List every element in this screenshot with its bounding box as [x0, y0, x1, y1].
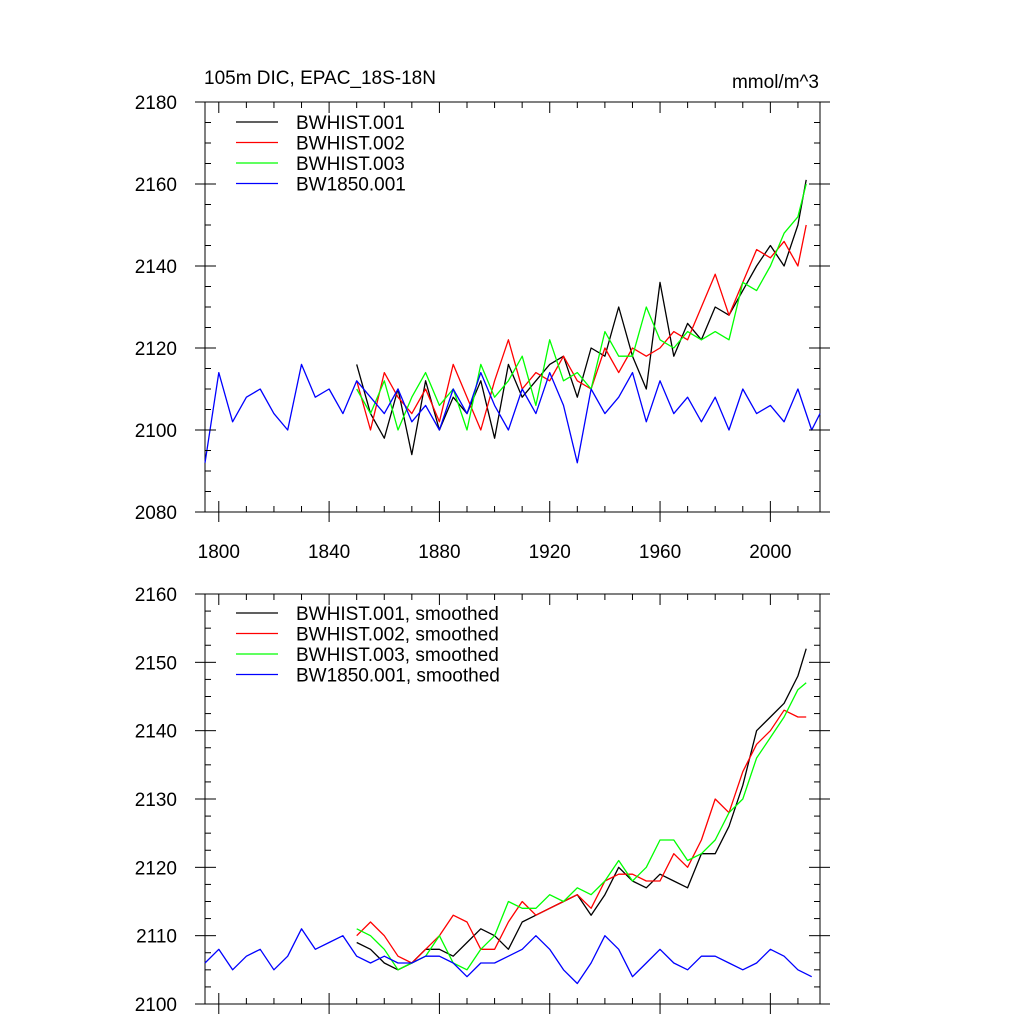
series-line-bwhist-001-smoothed [356, 648, 807, 971]
y-tick-label: 2180 [135, 93, 177, 114]
x-tick-label: 1880 [418, 542, 460, 563]
legend-label: BW1850.001 [296, 175, 406, 196]
series-line-bwhist-003-smoothed [356, 682, 807, 971]
y-tick-label: 2160 [135, 175, 177, 196]
top-chart-panel: 105m DIC, EPAC_18S-18N mmol/m^3 1800 1840… [135, 68, 830, 563]
series-line-bw1850-001-smoothed [204, 928, 812, 985]
top-ticks-layer: 1800 1840 1880 1920 1960 2000 2080 2100 2120 2140… [135, 93, 830, 563]
series-line-bwhist-001 [356, 179, 807, 456]
legend-label: BW1850.001, smoothed [296, 666, 500, 687]
x-tick-label: 1840 [308, 542, 350, 563]
y-tick-label: 2140 [135, 722, 177, 743]
y-tick-label: 2150 [135, 653, 177, 674]
y-tick-label: 2100 [135, 421, 177, 442]
y-tick-label: 2110 [136, 927, 177, 948]
x-tick-label: 1920 [529, 542, 571, 563]
y-tick-label: 2160 [135, 585, 177, 606]
legend-label: BWHIST.003, smoothed [296, 645, 499, 666]
legend-label: BWHIST.002, smoothed [296, 625, 499, 646]
bottom-series-layer [204, 648, 812, 985]
bottom-ticks-layer: 2100 2110 2120 2130 2140 2150 2160 [135, 585, 830, 1016]
x-tick-label: 1800 [198, 542, 240, 563]
y-tick-label: 2120 [135, 339, 177, 360]
y-tick-label: 2130 [135, 790, 177, 811]
y-tick-label: 2120 [135, 858, 177, 879]
top-chart-title: 105m DIC, EPAC_18S-18N [204, 68, 436, 89]
legend-label: BWHIST.001, smoothed [296, 604, 499, 625]
legend-label: BWHIST.003 [296, 154, 405, 175]
top-series-layer [204, 179, 821, 464]
series-line-bwhist-002 [356, 224, 807, 431]
legend-label: BWHIST.002 [296, 134, 405, 155]
y-tick-label: 2080 [135, 503, 177, 524]
y-tick-label: 2100 [135, 995, 177, 1016]
series-line-bwhist-002-smoothed [356, 709, 807, 964]
bottom-chart-panel: 2100 2110 2120 2130 2140 2150 2160 BWHIST.001,… [135, 585, 830, 1016]
x-tick-label: 1960 [639, 542, 681, 563]
series-line-bwhist-003 [356, 183, 807, 431]
top-chart-units: mmol/m^3 [732, 72, 819, 93]
series-line-bw1850-001 [204, 363, 821, 464]
x-tick-label: 2000 [749, 542, 791, 563]
y-tick-label: 2140 [135, 257, 177, 278]
legend-label: BWHIST.001 [296, 113, 405, 134]
